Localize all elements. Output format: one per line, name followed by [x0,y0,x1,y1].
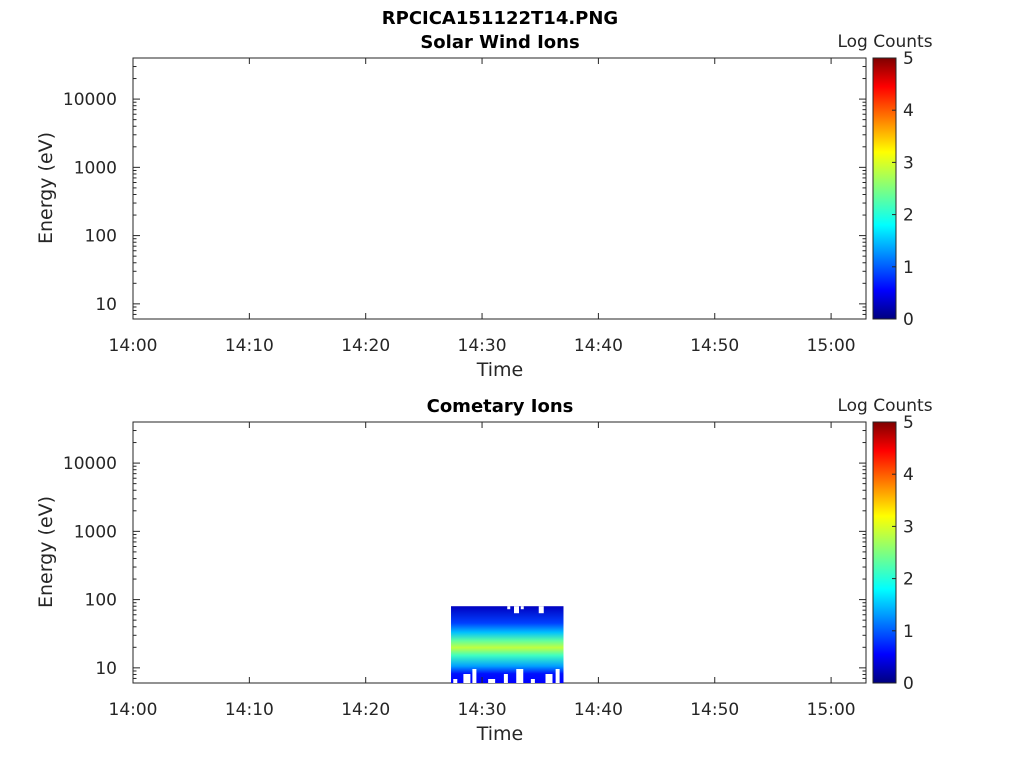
data-gap [530,679,535,683]
colorbar-tick-label: 1 [903,258,914,278]
cometary-ions-panel: Cometary Ions Log Counts 14:00 14:10 14:20… [35,396,933,745]
data-gap [453,679,458,683]
colorbar-tick-label: 2 [903,206,914,226]
data-gap [520,606,524,610]
colorbar [872,421,897,684]
colorbar-tick-label: 0 [903,674,914,694]
colorbar-tick-label: 4 [903,101,914,121]
x-tick-label: 15:00 [807,336,856,356]
colorbar-label: Log Counts [837,396,932,416]
x-tick-label: 14:10 [225,700,274,720]
colorbar-tick-label: 2 [903,570,914,590]
colorbar-ticks: 0 1 2 3 4 5 [892,49,914,330]
plot-area [132,57,867,320]
panel-title: Solar Wind Ions [420,32,579,53]
x-axis-label: Time [476,359,524,381]
x-tick-label: 14:00 [109,700,158,720]
figure-title: RPCICA151122T14.PNG [382,8,618,29]
solar-wind-ions-panel: Solar Wind Ions Log Counts 14:00 14:10 14:… [35,32,933,381]
colorbar-tick-label: 3 [903,517,914,537]
data-gap [507,606,511,610]
colorbar-tick-label: 3 [903,153,914,173]
y-axis: 10 100 1000 10000 [63,57,866,320]
x-tick-label: 14:50 [690,336,739,356]
colorbar-tick-label: 5 [903,413,914,433]
data-gap [545,674,553,683]
colorbar-tick-label: 0 [903,310,914,330]
y-tick-label: 10000 [63,454,117,474]
colorbar-label: Log Counts [837,32,932,52]
data-gap [555,669,560,683]
y-axis-label: Energy (eV) [35,132,57,244]
x-tick-label: 15:00 [807,700,856,720]
y-tick-label: 1000 [74,522,117,542]
data-gap [538,606,544,614]
data-blocks [451,606,564,683]
x-axis: 14:00 14:10 14:20 14:30 14:40 14:50 15:00 [109,422,856,720]
x-tick-label: 14:00 [109,336,158,356]
y-tick-label: 10 [95,295,117,315]
y-tick-label: 1000 [74,158,117,178]
x-tick-label: 14:20 [341,336,390,356]
colorbar [872,57,897,320]
x-tick-label: 14:30 [458,336,507,356]
x-tick-label: 14:50 [690,700,739,720]
colorbar-tick-label: 5 [903,49,914,69]
x-axis-label: Time [476,723,524,745]
x-tick-label: 14:40 [574,700,623,720]
colorbar-tick-label: 4 [903,465,914,485]
data-block [451,606,564,683]
data-gap [514,606,520,614]
y-tick-label: 100 [85,227,117,247]
data-gap [516,669,524,683]
x-tick-label: 14:40 [574,336,623,356]
y-tick-label: 10 [95,659,117,679]
colorbar-tick-label: 1 [903,622,914,642]
data-gap [503,674,508,683]
x-tick-label: 14:10 [225,336,274,356]
data-gap [472,669,477,683]
y-tick-label: 100 [85,591,117,611]
panel-title: Cometary Ions [427,396,574,417]
data-gap [463,674,471,683]
x-axis: 14:00 14:10 14:20 14:30 14:40 14:50 15:00 [109,58,856,356]
y-tick-label: 10000 [63,90,117,110]
y-axis: 10 100 1000 10000 [63,421,866,684]
colorbar-ticks: 0 1 2 3 4 5 [892,413,914,694]
x-tick-label: 14:20 [341,700,390,720]
x-tick-label: 14:30 [458,700,507,720]
y-axis-label: Energy (eV) [35,496,57,608]
data-gap [488,679,496,683]
